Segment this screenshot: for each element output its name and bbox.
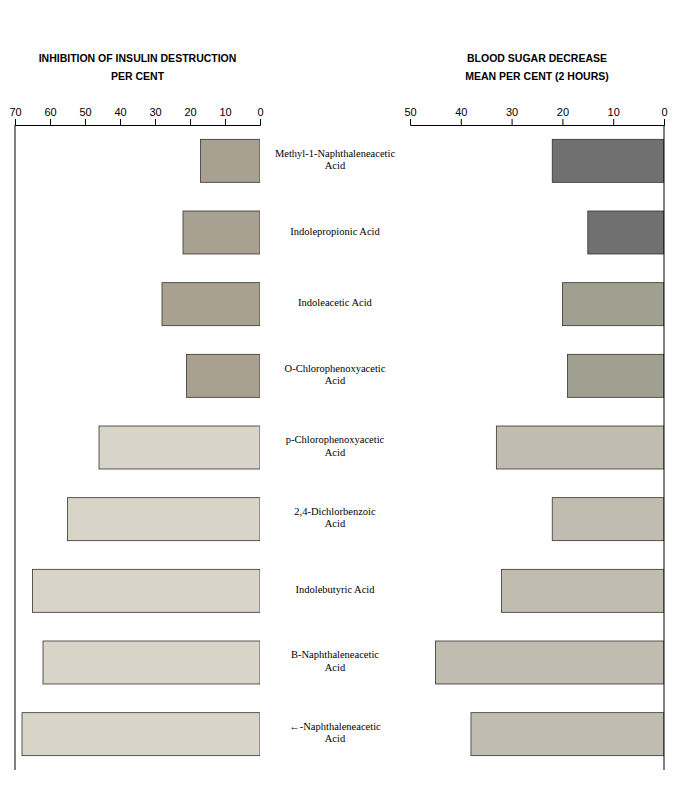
tick-mark	[225, 119, 226, 125]
tick-label: 30	[149, 106, 161, 118]
tick-label: 40	[455, 106, 467, 118]
tick-mark	[613, 119, 614, 125]
tick-label: 70	[9, 106, 21, 118]
subtitle: PER CENT	[111, 70, 165, 82]
bar	[201, 139, 261, 182]
tick-label: 50	[404, 106, 416, 118]
bar	[496, 426, 664, 469]
tick-mark	[461, 119, 462, 125]
category-label-line: ←-Naphthaleneacetic	[289, 721, 381, 732]
tick: 10	[608, 106, 620, 125]
category-label-line: O-Chlorophenoxyacetic	[285, 363, 386, 374]
tick-label: 60	[44, 106, 56, 118]
bar	[162, 283, 260, 326]
category-label-line: Indolepropionic Acid	[290, 226, 380, 237]
tick-label: 40	[114, 106, 126, 118]
category-label-line: p-Chlorophenoxyacetic	[286, 435, 385, 446]
tick-mark	[562, 119, 563, 125]
bar	[552, 498, 664, 541]
category-label: O-Chlorophenoxyacetic Acid	[285, 363, 386, 387]
axis-line	[411, 119, 665, 126]
tick: 40	[455, 106, 467, 125]
category-label-line: Acid	[325, 447, 346, 458]
category-label-line: 2,4-Dichlorbenzoic	[294, 506, 376, 517]
category-label-line: Acid	[325, 161, 346, 172]
tick-label: 20	[184, 106, 196, 118]
category-label: Indolebutyric Acid	[295, 584, 375, 595]
bar	[435, 641, 664, 684]
chart: 0 10 20 30 40 50 60 70 INHIBITION OF INSULIN DES…	[0, 0, 679, 800]
bar	[588, 211, 664, 254]
bar	[562, 283, 664, 326]
category-label-line: B-Naphthaleneacetic	[291, 650, 379, 661]
frame-line	[664, 125, 665, 770]
tick-mark	[50, 119, 51, 125]
tick-label: 20	[557, 106, 569, 118]
tick: 50	[404, 106, 416, 125]
bar	[471, 713, 664, 756]
bars	[22, 139, 260, 755]
bars	[435, 139, 664, 755]
category-label: p-ChlorophenoxyaceticAcid	[286, 435, 385, 459]
tick: 10	[219, 106, 231, 125]
tick-label: 10	[219, 106, 231, 118]
category-label-line: Acid	[325, 734, 346, 745]
category-label: 2,4-Dichlorbenzoic Acid	[294, 506, 376, 530]
category-label-line: Acid	[325, 519, 346, 530]
category-label: B-NaphthaleneaceticAcid	[291, 650, 379, 674]
tick: 20	[557, 106, 569, 125]
tick: 20	[184, 106, 196, 125]
tick: 50	[79, 106, 91, 125]
tick-mark	[155, 119, 156, 125]
frame-line	[15, 125, 16, 770]
x-axis: 0 10 20 30 40 50	[404, 106, 667, 126]
subtitle: MEAN PER CENT (2 HOURS)	[465, 70, 609, 82]
tick: 60	[44, 106, 56, 125]
tick: 70	[9, 106, 21, 125]
category-label: Methyl-1-Naphthaleneacetic Acid	[275, 148, 395, 172]
tick: 40	[114, 106, 126, 125]
tick-mark	[512, 119, 513, 125]
bar	[22, 713, 260, 756]
tick-mark	[410, 119, 411, 125]
tick-label: 50	[79, 106, 91, 118]
bar	[552, 139, 664, 182]
tick-mark	[85, 119, 86, 125]
tick: 30	[506, 106, 518, 125]
category-label: Indolepropionic Acid	[290, 226, 380, 237]
bar	[567, 354, 664, 397]
tick: 0	[257, 106, 263, 125]
category-label-line: Indoleacetic Acid	[298, 298, 373, 309]
bar	[68, 498, 261, 541]
tick-mark	[664, 119, 665, 125]
axis-line	[16, 119, 261, 126]
category-label: Indoleacetic Acid	[298, 298, 373, 309]
tick-mark	[190, 119, 191, 125]
category-label-line: Acid	[325, 662, 346, 673]
category-label-line: Indolebutyric Acid	[295, 584, 375, 595]
tick-mark	[120, 119, 121, 125]
tick-mark	[15, 119, 16, 125]
bar	[43, 641, 260, 684]
title: BLOOD SUGAR DECREASE	[467, 52, 607, 64]
tick-label: 30	[506, 106, 518, 118]
tick-label: 0	[257, 106, 263, 118]
x-axis: 0 10 20 30 40 50 60 70	[9, 106, 263, 126]
title: INHIBITION OF INSULIN DESTRUCTION	[39, 52, 237, 64]
bar	[99, 426, 260, 469]
tick-label: 0	[661, 106, 667, 118]
tick: 0	[661, 106, 667, 125]
tick-mark	[260, 119, 261, 125]
category-label: ←-Naphthaleneacetic Acid	[289, 721, 381, 745]
category-label-line: Methyl-1-Naphthaleneacetic	[275, 148, 395, 159]
tick-label: 10	[608, 106, 620, 118]
bar	[501, 569, 664, 612]
category-label-line: Acid	[325, 376, 346, 387]
bar	[187, 354, 261, 397]
bar	[183, 211, 260, 254]
tick: 30	[149, 106, 161, 125]
bar	[33, 569, 261, 612]
